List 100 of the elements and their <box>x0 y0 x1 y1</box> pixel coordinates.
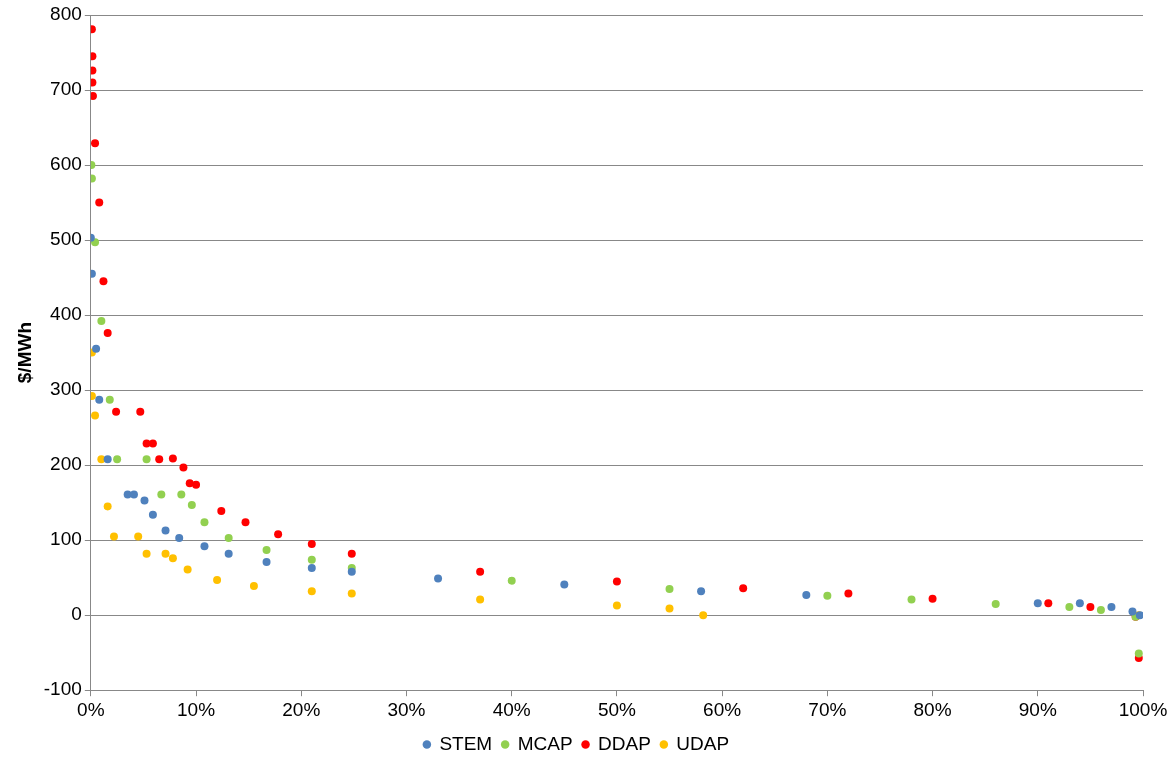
point <box>665 584 674 593</box>
point <box>307 587 316 596</box>
point <box>213 575 222 584</box>
point <box>1107 602 1116 611</box>
point <box>307 555 316 564</box>
point <box>224 533 233 542</box>
point <box>241 518 250 527</box>
point <box>91 139 100 148</box>
point <box>175 533 184 542</box>
y-axis-title: $/MWh <box>13 321 35 384</box>
point <box>697 587 706 596</box>
point <box>90 78 97 87</box>
y-tick-label: 800 <box>50 3 82 25</box>
point <box>823 591 832 600</box>
y-tick-label: 400 <box>50 303 82 325</box>
point <box>97 455 106 464</box>
point <box>140 496 149 505</box>
legend-label: STEM <box>439 732 493 754</box>
point <box>179 463 188 472</box>
x-tick-label: 0% <box>77 698 105 720</box>
point <box>262 545 271 554</box>
point <box>928 594 937 603</box>
point <box>113 455 122 464</box>
point <box>155 455 164 464</box>
legend-label: UDAP <box>676 732 730 754</box>
point <box>476 567 485 576</box>
point <box>612 601 621 610</box>
point <box>307 539 316 548</box>
point <box>90 66 97 75</box>
point <box>187 500 196 509</box>
x-tick-label: 10% <box>177 698 216 720</box>
x-tick-label: 100% <box>1118 698 1168 720</box>
x-tick-label: 80% <box>913 698 952 720</box>
y-tick-label: 600 <box>50 153 82 175</box>
y-tick-label: 700 <box>50 78 82 100</box>
point <box>92 344 101 353</box>
point <box>612 577 621 586</box>
point <box>224 549 233 558</box>
point <box>142 455 151 464</box>
point <box>1128 607 1137 616</box>
point <box>699 611 708 620</box>
point <box>1075 599 1084 608</box>
point <box>103 329 112 338</box>
point <box>177 490 186 499</box>
point <box>991 599 1000 608</box>
y-tick-label: 500 <box>50 228 82 250</box>
point <box>476 595 485 604</box>
y-tick-label: 300 <box>50 378 82 400</box>
point <box>1044 599 1053 608</box>
y-tick-label: 100 <box>50 528 82 550</box>
y-tick-label: -100 <box>43 678 82 700</box>
point <box>148 439 157 448</box>
legend-label: DDAP <box>598 732 651 754</box>
point <box>507 576 516 585</box>
point <box>274 530 283 539</box>
point <box>1065 602 1074 611</box>
x-tick-label: 90% <box>1018 698 1057 720</box>
y-tick-label: 200 <box>50 453 82 475</box>
point <box>200 542 209 551</box>
point <box>200 518 209 527</box>
point <box>249 581 258 590</box>
x-tick-label: 40% <box>492 698 531 720</box>
point <box>142 549 151 558</box>
point <box>183 565 192 574</box>
point <box>95 198 104 207</box>
point <box>217 506 226 515</box>
point <box>168 454 177 463</box>
point <box>112 407 121 416</box>
point <box>347 567 356 576</box>
point <box>665 604 674 613</box>
point <box>103 455 112 464</box>
point <box>91 411 100 420</box>
point <box>1096 605 1105 614</box>
x-tick-label: 50% <box>597 698 637 720</box>
point <box>168 554 177 563</box>
point <box>802 590 811 599</box>
point <box>103 502 112 511</box>
point <box>148 510 157 519</box>
point <box>1086 602 1095 611</box>
point <box>1134 649 1143 658</box>
point <box>95 395 104 404</box>
y-tick-label: 0 <box>71 603 82 625</box>
x-tick-label: 30% <box>387 698 426 720</box>
point <box>1033 599 1042 608</box>
x-tick-label: 60% <box>703 698 742 720</box>
point <box>347 589 356 598</box>
point <box>560 580 569 589</box>
point <box>129 490 138 499</box>
point <box>307 563 316 572</box>
point <box>134 532 143 541</box>
point <box>105 395 114 404</box>
legend-label: MCAP <box>517 732 573 754</box>
point <box>161 549 170 558</box>
point <box>434 574 443 583</box>
point <box>99 277 108 286</box>
point <box>844 589 853 598</box>
x-tick-label: 70% <box>808 698 847 720</box>
point <box>90 92 97 101</box>
point <box>907 595 916 604</box>
x-tick-label: 20% <box>282 698 321 720</box>
